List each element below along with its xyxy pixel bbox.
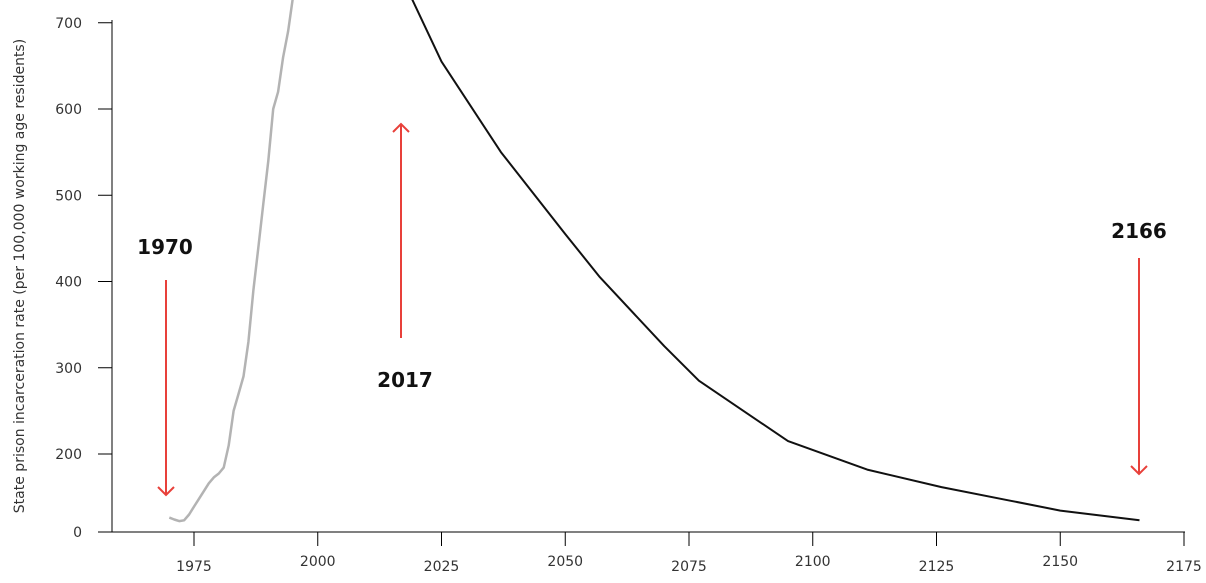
annotations: 1970 2017 2166 (137, 122, 1167, 497)
y-tick-label: 700 (55, 16, 82, 32)
y-tick-label: 500 (55, 188, 82, 204)
arrow-head (392, 122, 410, 133)
arrow-head (1130, 465, 1148, 476)
y-tick-label: 400 (55, 275, 82, 291)
x-tick-label: 2100 (795, 554, 831, 570)
y-tick-label: 300 (55, 361, 82, 377)
y-axis-label: State prison incarceration rate (per 100… (12, 39, 28, 513)
y-axis-ticks: 0 200 300 400 500 600 700 (55, 16, 112, 541)
y-tick-label: 600 (55, 102, 82, 118)
annotation-label: 2017 (377, 368, 433, 392)
x-tick-label: 2025 (424, 559, 460, 575)
projection-series-line (411, 0, 1140, 522)
y-tick-label: 200 (55, 447, 82, 463)
annotation-label: 2166 (1111, 219, 1167, 243)
x-tick-label: 2050 (547, 554, 583, 570)
historical-series-line (168, 0, 294, 523)
x-tick-label: 1975 (176, 559, 212, 575)
arrow-head (157, 486, 175, 497)
x-tick-label: 2075 (671, 559, 707, 575)
annotation-label: 1970 (137, 235, 193, 259)
x-tick-label: 2150 (1042, 554, 1078, 570)
x-tick-label: 2175 (1166, 559, 1202, 575)
y-tick-label: 0 (73, 525, 82, 541)
axes (111, 20, 1185, 533)
x-tick-label: 2125 (919, 559, 955, 575)
x-tick-label: 2000 (300, 554, 336, 570)
x-axis-ticks: 1975 2000 2025 2050 2075 2100 2125 2150 2175 (176, 532, 1202, 575)
